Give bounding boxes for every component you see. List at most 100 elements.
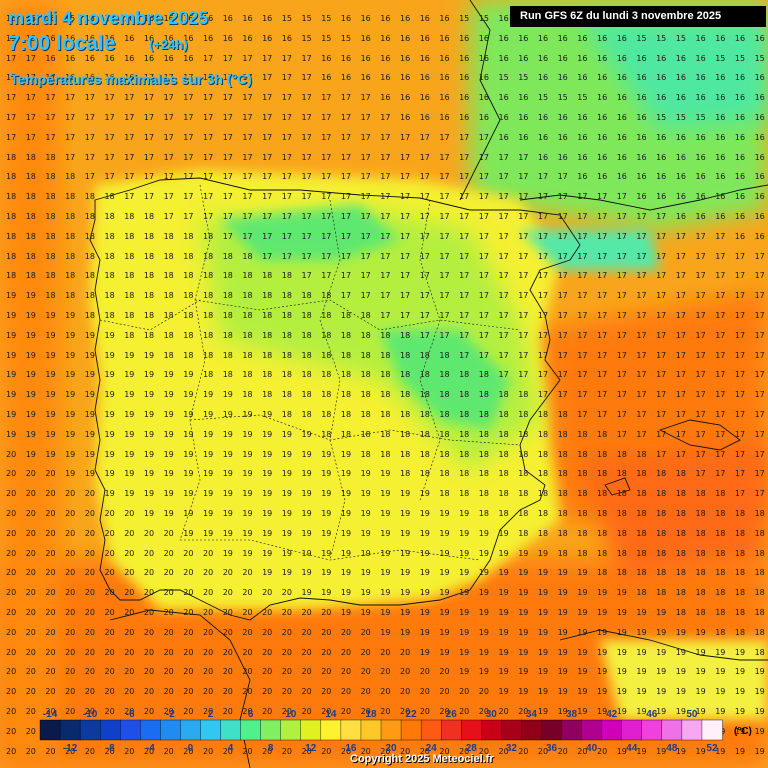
- grid-value: 16: [636, 172, 647, 182]
- grid-value: 18: [754, 608, 765, 617]
- grid-value: 18: [518, 489, 529, 499]
- grid-value: 16: [340, 14, 352, 23]
- grid-value: 19: [104, 449, 115, 459]
- grid-value: 17: [734, 449, 746, 459]
- grid-value: 20: [84, 687, 95, 697]
- grid-value: 18: [597, 568, 608, 578]
- grid-value: 17: [656, 429, 667, 439]
- grid-value: 16: [518, 93, 529, 103]
- grid-value: 18: [360, 311, 371, 320]
- grid-value: 17: [143, 132, 155, 142]
- grid-value: 20: [65, 746, 76, 756]
- grid-value: 17: [340, 132, 352, 142]
- grid-value: 16: [439, 33, 450, 43]
- grid-value: 17: [597, 251, 608, 261]
- grid-value: 20: [6, 627, 17, 637]
- grid-value: 20: [439, 726, 450, 736]
- grid-value: 19: [675, 627, 686, 637]
- grid-value: 19: [695, 647, 706, 657]
- grid-value: 19: [65, 410, 76, 419]
- grid-value: 19: [25, 350, 36, 360]
- grid-value: 19: [380, 608, 391, 617]
- grid-value: 20: [143, 647, 155, 657]
- grid-value: 20: [183, 548, 194, 558]
- grid-value: 17: [498, 152, 509, 162]
- grid-value: 17: [459, 251, 470, 261]
- grid-value: 19: [6, 390, 17, 400]
- grid-value: 18: [163, 251, 174, 261]
- grid-value: 17: [301, 271, 312, 281]
- grid-value: 19: [183, 509, 194, 518]
- grid-value: 19: [616, 687, 627, 697]
- grid-value: 19: [734, 667, 746, 677]
- grid-value: 18: [734, 548, 746, 558]
- grid-value: 18: [45, 231, 56, 241]
- grid-value: 19: [715, 647, 726, 657]
- grid-value: 17: [301, 152, 312, 162]
- grid-value: 17: [518, 172, 529, 182]
- grid-value: 16: [695, 192, 706, 202]
- grid-value: 17: [163, 132, 174, 142]
- grid-value: 16: [734, 152, 746, 162]
- grid-value: 20: [163, 548, 174, 558]
- grid-value: 17: [478, 271, 489, 281]
- grid-value: 18: [616, 489, 627, 499]
- grid-value: 15: [577, 93, 588, 103]
- grid-value: 19: [163, 410, 174, 419]
- grid-value: 15: [25, 33, 36, 43]
- grid-value: 18: [380, 449, 391, 459]
- grid-value: 17: [439, 152, 450, 162]
- grid-value: 19: [45, 370, 56, 380]
- grid-value: 18: [597, 528, 608, 538]
- grid-value: 17: [104, 172, 115, 182]
- grid-value: 18: [597, 469, 608, 479]
- grid-value: 18: [459, 469, 470, 479]
- grid-value: 18: [498, 390, 509, 400]
- grid-value: 18: [400, 350, 411, 360]
- grid-value: 18: [163, 350, 174, 360]
- grid-value: 16: [754, 192, 765, 202]
- grid-value: 16: [715, 93, 726, 103]
- grid-value: 17: [537, 271, 549, 281]
- grid-value: 19: [537, 608, 549, 617]
- grid-value: 18: [715, 627, 726, 637]
- grid-value: 16: [380, 93, 391, 103]
- grid-value: 19: [6, 350, 17, 360]
- grid-value: 17: [439, 212, 450, 221]
- grid-value: 20: [124, 509, 135, 518]
- grid-value: 16: [636, 53, 647, 63]
- grid-value: 18: [143, 311, 155, 320]
- grid-value: 17: [183, 73, 194, 83]
- grid-value: 19: [45, 449, 56, 459]
- grid-value: 20: [222, 627, 233, 637]
- grid-value: 17: [734, 410, 746, 419]
- grid-value: 19: [616, 746, 627, 756]
- grid-value: 18: [222, 370, 233, 380]
- grid-value: 19: [360, 588, 371, 598]
- grid-value: 16: [380, 53, 391, 63]
- grid-value: 17: [459, 311, 470, 320]
- grid-value: 17: [577, 271, 588, 281]
- grid-value: 19: [400, 588, 411, 598]
- grid-value: 20: [6, 469, 17, 479]
- grid-value: 17: [675, 251, 686, 261]
- grid-value: 17: [715, 429, 726, 439]
- grid-value: 17: [754, 291, 765, 301]
- grid-value: 17: [557, 350, 568, 360]
- grid-value: 18: [65, 291, 76, 301]
- grid-value: 20: [242, 608, 253, 617]
- grid-value: 16: [557, 33, 568, 43]
- grid-value: 16: [360, 33, 371, 43]
- grid-value: 17: [262, 192, 273, 202]
- grid-value: 19: [636, 647, 647, 657]
- grid-value: 18: [143, 212, 155, 221]
- grid-value: 17: [715, 311, 726, 320]
- grid-value: 17: [25, 113, 36, 122]
- grid-value: 17: [616, 410, 627, 419]
- grid-value: 17: [754, 469, 765, 479]
- grid-value: 19: [656, 667, 667, 677]
- grid-value: 18: [715, 548, 726, 558]
- grid-value: 19: [84, 410, 95, 419]
- grid-value: 16: [656, 172, 667, 182]
- grid-value: 19: [281, 449, 292, 459]
